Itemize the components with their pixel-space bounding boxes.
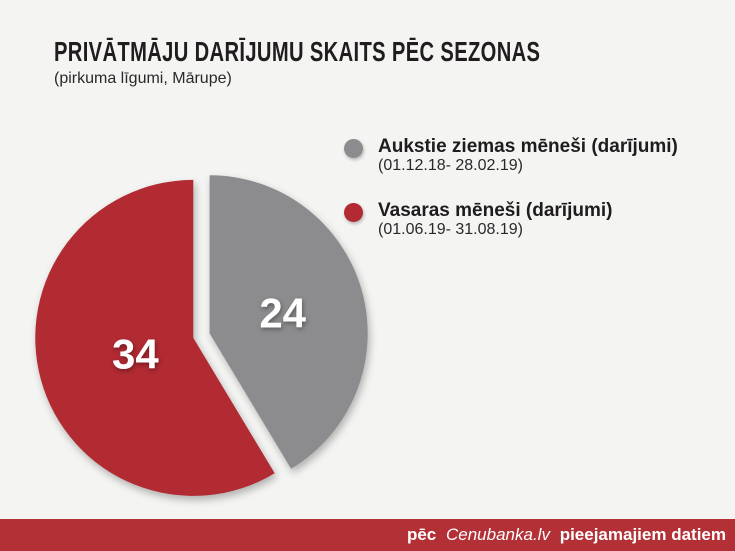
footer-prefix: pēc	[406, 525, 437, 544]
pie-slice-1	[35, 179, 275, 496]
summer-series-dot-icon	[344, 203, 363, 222]
header: PRIVĀTMĀJU DARĪJUMU SKAITS PĒC SEZONAS (…	[54, 36, 730, 88]
legend-period-summer: (01.06.19- 31.08.19)	[378, 221, 523, 238]
footer-suffix: pieejamajiem datiem	[559, 525, 726, 544]
legend-item-summer: Vasaras mēneši (darījumi) (01.06.19- 31.…	[344, 200, 678, 239]
pie-value-label-1: 34	[112, 330, 159, 377]
legend-label-summer: Vasaras mēneši (darījumi)	[378, 200, 613, 221]
chart-legend: Aukstie ziemas mēneši (darījumi) (01.12.…	[344, 136, 678, 239]
pie-slice-0	[209, 175, 368, 469]
pie-value-label-0: 24	[259, 290, 306, 337]
legend-label-winter: Aukstie ziemas mēneši (darījumi)	[378, 136, 678, 157]
legend-text-summer: Vasaras mēneši (darījumi) (01.06.19- 31.…	[378, 200, 612, 239]
legend-text-winter: Aukstie ziemas mēneši (darījumi) (01.12.…	[378, 136, 678, 175]
legend-period-winter: (01.12.18- 28.02.19)	[378, 157, 523, 174]
footer-source: Cenubanka.lv	[445, 525, 550, 544]
page-title: PRIVĀTMĀJU DARĪJUMU SKAITS PĒC SEZONAS	[54, 36, 541, 67]
footer-bar: pēc Cenubanka.lv pieejamajiem datiem	[0, 519, 735, 551]
page-subtitle: (pirkuma līgumi, Mārupe)	[54, 70, 232, 87]
winter-series-dot-icon	[344, 139, 363, 158]
legend-item-winter: Aukstie ziemas mēneši (darījumi) (01.12.…	[344, 136, 678, 175]
